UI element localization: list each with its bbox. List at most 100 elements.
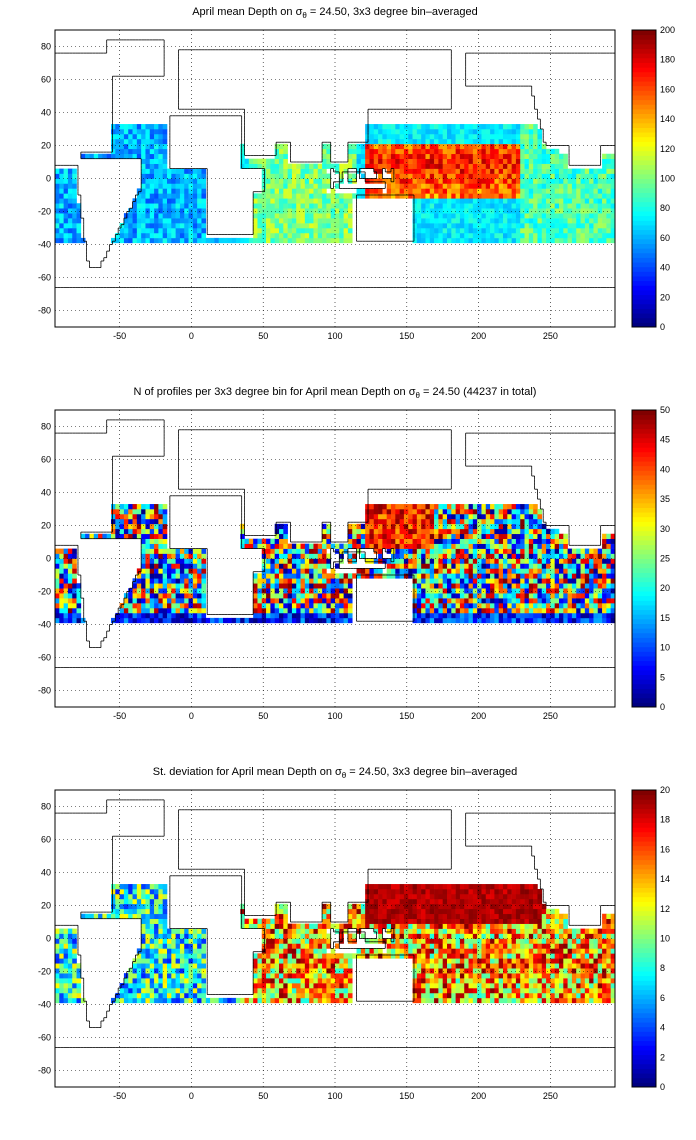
heat-cell (111, 509, 116, 515)
heat-cell (304, 178, 310, 184)
heat-cell (347, 178, 353, 184)
heat-cell (459, 129, 465, 135)
heat-cell (283, 232, 288, 239)
heat-cell (317, 612, 323, 619)
heat-cell (429, 208, 435, 214)
heat-cell (313, 573, 319, 579)
colorbar-swatch (632, 197, 656, 203)
heat-cell (188, 218, 194, 224)
heat-cell (274, 598, 280, 604)
heat-cell (485, 213, 491, 219)
heat-cell (602, 178, 607, 184)
heat-cell (300, 188, 306, 194)
heat-cell (123, 509, 129, 515)
heat-cell (253, 588, 258, 594)
heat-cell (468, 593, 474, 599)
heat-cell (317, 563, 323, 569)
heat-cell (309, 558, 314, 564)
heat-cell (158, 183, 163, 189)
heat-cell (399, 509, 405, 515)
heat-cell (72, 228, 77, 234)
heat-cell (477, 178, 482, 184)
heat-cell (257, 228, 263, 234)
heat-cell (343, 218, 349, 224)
heat-cell (563, 188, 568, 194)
heat-cell (490, 124, 495, 130)
heat-cell (67, 617, 73, 624)
heat-cell (373, 193, 379, 199)
heat-cell (322, 163, 327, 169)
heat-cell (472, 612, 478, 619)
heat-cell (515, 523, 521, 530)
heat-cell (330, 588, 336, 594)
heat-cell (468, 553, 474, 559)
heat-cell (55, 183, 60, 189)
heat-cell (55, 203, 60, 209)
heat-cell (175, 553, 181, 559)
heat-cell (455, 153, 461, 159)
heat-cell (459, 198, 465, 204)
heat-cell (287, 213, 293, 219)
heat-cell (472, 183, 478, 189)
heat-cell (317, 228, 323, 234)
heat-cell (438, 168, 443, 174)
heat-cell (119, 523, 125, 530)
heat-cell (158, 198, 163, 204)
heat-cell (197, 603, 202, 609)
heat-cell (416, 617, 422, 624)
heat-cell (403, 163, 409, 169)
colorbar-swatch (632, 187, 656, 193)
heat-cell (55, 578, 60, 584)
heat-cell (524, 603, 530, 609)
heat-cell (515, 143, 521, 150)
heat-cell (128, 523, 133, 530)
heat-cell (395, 153, 400, 159)
heat-cell (141, 153, 146, 159)
heat-cell (421, 138, 426, 145)
heat-cell (76, 593, 82, 599)
heat-cell (67, 578, 73, 584)
heat-cell (412, 232, 418, 239)
heat-cell (123, 617, 129, 624)
heat-cell (253, 573, 258, 579)
heat-cell (468, 223, 474, 229)
heat-cell (386, 518, 392, 525)
heat-cell (326, 598, 331, 604)
heat-cell (425, 203, 431, 209)
heat-cell (485, 617, 491, 624)
heat-cell (274, 173, 280, 179)
heat-cell (141, 129, 146, 135)
heat-cell (528, 237, 534, 244)
heat-cell (550, 213, 555, 219)
heat-cell (339, 583, 344, 589)
heat-cell (378, 168, 383, 174)
heat-cell (296, 612, 301, 619)
heat-cell (464, 608, 469, 614)
heat-cell (378, 568, 383, 574)
heat-cell (477, 538, 482, 544)
heat-cell (283, 218, 288, 224)
heat-cell (266, 578, 271, 584)
heat-cell (503, 158, 508, 164)
colorbar-swatch (632, 81, 656, 87)
heat-cell (179, 237, 185, 244)
heat-cell (459, 213, 465, 219)
heat-cell (507, 223, 512, 229)
heat-cell (266, 538, 271, 544)
heat-cell (119, 533, 125, 539)
heat-cell (111, 533, 116, 539)
heat-cell (158, 538, 163, 544)
heat-cell (296, 203, 301, 209)
heat-cell (304, 553, 310, 559)
heat-cell (197, 553, 202, 559)
heat-cell (490, 183, 495, 189)
heat-cell (283, 168, 288, 174)
heat-cell (369, 509, 375, 515)
heat-cell (498, 208, 504, 214)
heat-cell (602, 208, 607, 214)
heat-cell (416, 133, 422, 140)
heat-cell (503, 183, 508, 189)
heat-cell (485, 218, 491, 224)
heat-cell (136, 198, 142, 204)
colorbar-swatch (632, 229, 656, 235)
